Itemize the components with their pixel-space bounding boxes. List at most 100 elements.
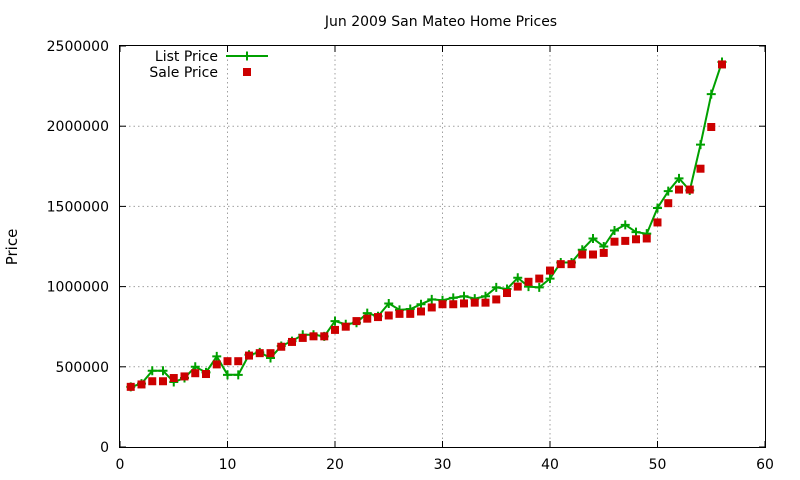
- x-tick-label: 30: [434, 457, 452, 473]
- sale-price-point: [384, 311, 393, 320]
- list-price-point: [534, 282, 544, 292]
- sale-price-point: [567, 260, 576, 269]
- x-tick-label: 40: [541, 457, 559, 473]
- sale-price-point: [599, 248, 608, 257]
- list-price-point: [416, 299, 426, 309]
- sale-price-point: [395, 309, 404, 318]
- x-tick-label: 0: [116, 457, 125, 473]
- list-price-point: [620, 220, 630, 230]
- sale-price-point: [266, 349, 275, 358]
- list-price-point: [696, 140, 705, 150]
- x-tick-label: 50: [649, 457, 667, 473]
- list-price-point: [427, 294, 437, 304]
- axis-ticks: 0 10 20 30 40 50 60 0 500000 1000000 1500000 200000…: [47, 39, 774, 473]
- sale-price-point: [169, 374, 178, 383]
- sale-price-point: [234, 357, 243, 366]
- sale-price-point: [202, 370, 210, 379]
- chart-title: Jun 2009 San Mateo Home Prices: [324, 14, 557, 30]
- sale-price-point: [685, 185, 694, 194]
- y-tick-label: 1000000: [47, 280, 109, 296]
- list-price-point: [631, 227, 641, 237]
- sale-price-point: [427, 303, 436, 312]
- sale-price-point: [556, 260, 565, 269]
- sale-price-point: [513, 282, 522, 291]
- list-price-point: [491, 282, 501, 292]
- sale-price-point: [546, 266, 554, 275]
- sale-price-point: [223, 357, 232, 366]
- sale-price-point: [406, 309, 415, 318]
- list-price-point: [233, 370, 243, 380]
- sale-price-point: [524, 277, 533, 286]
- sale-price-point: [589, 250, 597, 259]
- list-price-point: [212, 351, 222, 361]
- sale-price-point: [352, 317, 361, 326]
- sale-price-point: [126, 382, 135, 391]
- sale-price-point: [159, 377, 167, 386]
- sale-price-point: [320, 332, 329, 341]
- legend-label-list-price: List Price: [155, 49, 218, 65]
- y-axis-label: Price: [3, 229, 21, 266]
- list-price-point: [706, 89, 716, 99]
- sale-price-point: [492, 295, 501, 304]
- sale-price-point: [148, 377, 157, 386]
- legend: List Price Sale Price: [149, 49, 268, 81]
- list-price-point: [588, 233, 598, 243]
- sale-price-point: [309, 332, 318, 341]
- sale-price-point: [675, 185, 683, 194]
- sale-price-point: [621, 236, 630, 245]
- list-price-point: [459, 291, 469, 301]
- sale-price-point: [137, 380, 146, 389]
- list-price-point: [653, 203, 662, 213]
- sale-price-point: [696, 164, 705, 173]
- sale-price-point: [277, 342, 286, 351]
- plot-area: [126, 57, 727, 392]
- sale-price-point: [438, 300, 447, 309]
- x-tick-label: 60: [756, 457, 774, 473]
- sale-price-point: [255, 349, 264, 358]
- y-tick-label: 2500000: [47, 39, 109, 55]
- grid-lines: [120, 46, 765, 447]
- y-tick-label: 0: [100, 440, 109, 456]
- sale-price-point: [578, 250, 587, 259]
- sale-price-point: [470, 298, 479, 307]
- y-tick-label: 1500000: [47, 199, 109, 215]
- sale-price-point: [718, 60, 726, 69]
- sale-price-point: [374, 313, 382, 322]
- sale-price-point: [245, 351, 253, 360]
- sale-price-point: [610, 237, 619, 246]
- sale-price-point: [298, 333, 307, 342]
- list-price-point: [158, 366, 168, 376]
- sale-price-point: [191, 369, 200, 378]
- list-price-point: [330, 316, 340, 326]
- sale-price-point: [632, 235, 640, 244]
- legend-swatch-sale-price: [243, 68, 251, 76]
- sale-price-point: [363, 314, 372, 323]
- sale-price-point: [341, 322, 350, 331]
- sale-price-point: [417, 307, 425, 316]
- list-price-point: [384, 298, 394, 308]
- legend-marker-list-price: [242, 51, 252, 61]
- y-tick-label: 2000000: [47, 119, 109, 135]
- sale-price-point: [642, 234, 651, 243]
- x-tick-label: 10: [219, 457, 237, 473]
- sale-price-point: [481, 298, 490, 307]
- sale-price-point: [707, 123, 716, 132]
- sale-price-point: [180, 372, 189, 381]
- list-price-point: [223, 370, 232, 380]
- list-price-point: [147, 366, 157, 376]
- sale-price-point: [503, 289, 511, 298]
- legend-label-sale-price: Sale Price: [149, 65, 218, 81]
- list-price-point: [513, 273, 523, 283]
- x-tick-label: 20: [326, 457, 344, 473]
- sale-price-point: [653, 218, 662, 227]
- sale-price-point: [664, 199, 673, 208]
- sale-price-point: [535, 274, 544, 283]
- sale-price-point: [288, 337, 296, 346]
- list-price-point: [610, 225, 619, 235]
- list-price-point: [545, 274, 555, 284]
- list-price-point: [663, 186, 673, 196]
- sale-price-point: [331, 325, 339, 334]
- series-line-list-price: [130, 61, 723, 388]
- sale-price-point: [449, 300, 458, 309]
